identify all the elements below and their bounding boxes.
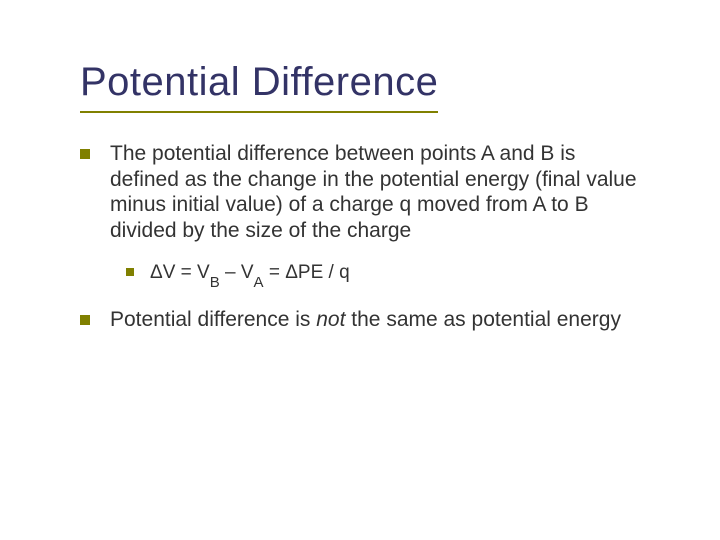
slide-title: Potential Difference — [80, 60, 438, 105]
square-bullet-icon — [80, 315, 90, 325]
bullet-item: The potential difference between points … — [80, 141, 640, 243]
slide-content: The potential difference between points … — [80, 141, 640, 332]
bullet-text: The potential difference between points … — [110, 141, 640, 243]
bullet-text: Potential difference is not the same as … — [110, 307, 640, 333]
bullet-text: ΔV = VB – VA = ΔPE / q — [150, 261, 640, 288]
bullet-item: ΔV = VB – VA = ΔPE / q — [126, 261, 640, 288]
subscript: B — [210, 274, 220, 291]
slide: Potential Difference The potential diffe… — [0, 0, 720, 540]
text-part: Potential difference is — [110, 308, 316, 331]
text-part: the same as potential energy — [345, 308, 621, 331]
italic-text: not — [316, 308, 345, 331]
formula-part: – V — [220, 262, 254, 283]
square-bullet-icon — [80, 149, 90, 159]
subscript: A — [254, 274, 264, 291]
square-bullet-icon — [126, 268, 134, 276]
formula-part: ΔV = V — [150, 262, 210, 283]
title-underline: Potential Difference — [80, 60, 438, 113]
formula-part: = ΔPE / q — [264, 262, 350, 283]
bullet-item: Potential difference is not the same as … — [80, 307, 640, 333]
